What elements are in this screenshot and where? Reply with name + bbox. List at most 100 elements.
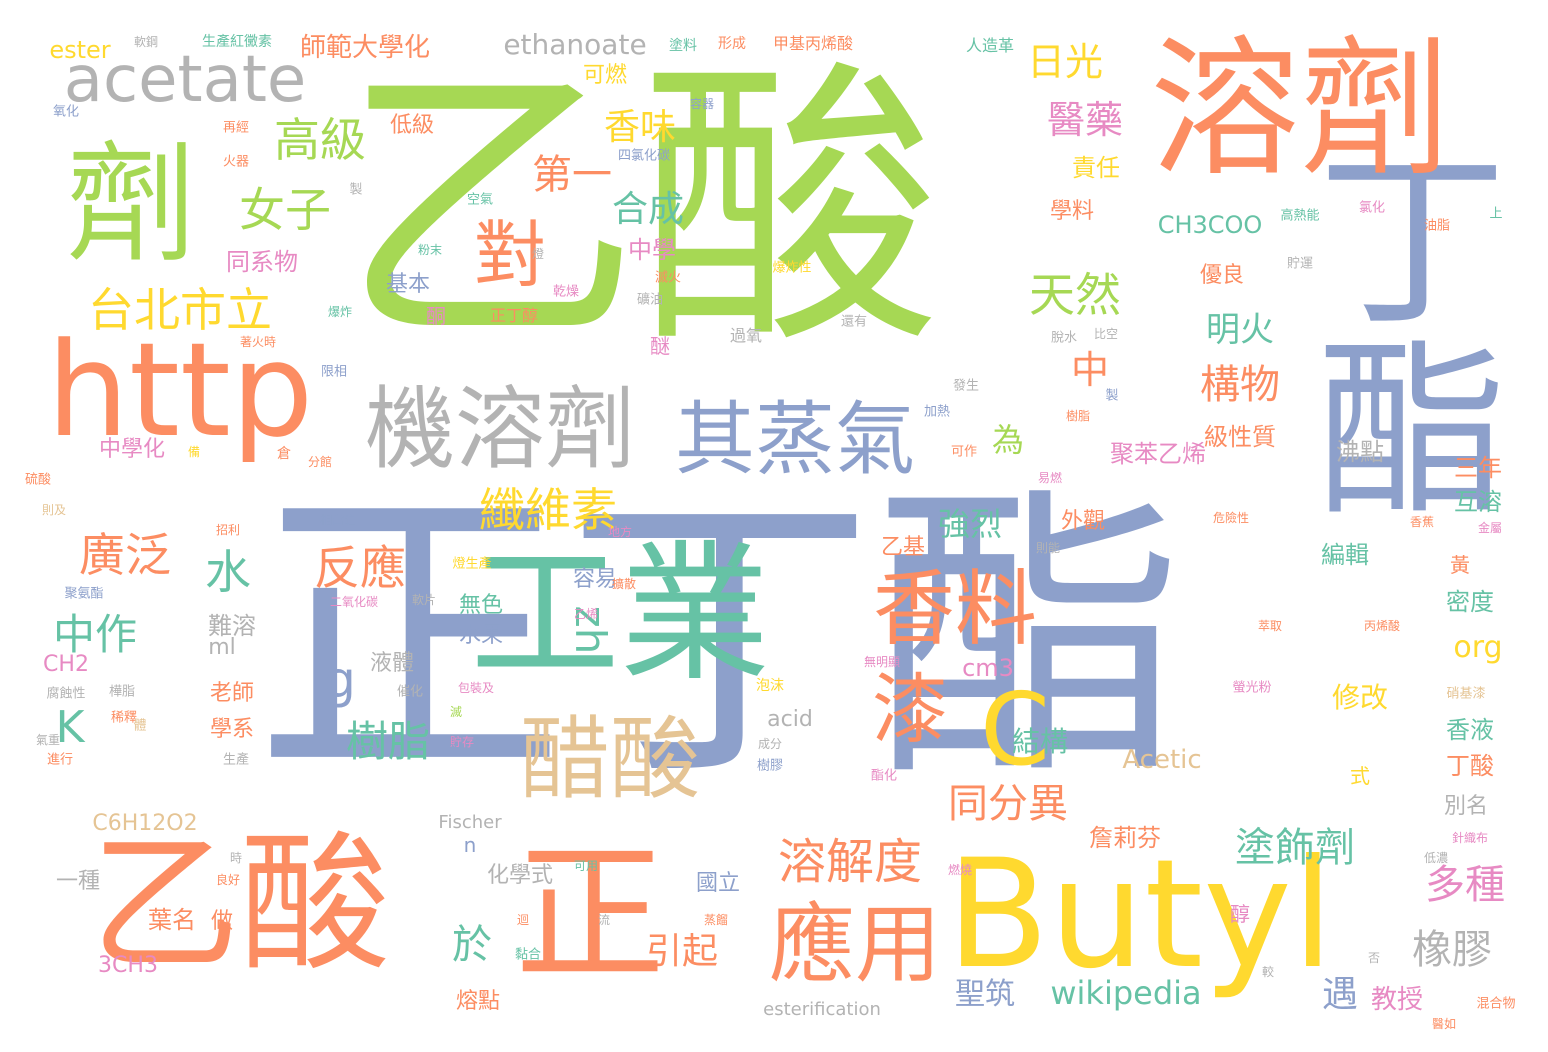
word: 爆炸 bbox=[327, 305, 353, 319]
word: 擴散 bbox=[611, 577, 637, 591]
word: 液體 bbox=[369, 651, 415, 676]
word: 丁酸 bbox=[1446, 752, 1494, 780]
word: 化學式 bbox=[486, 863, 554, 888]
word: zh bbox=[566, 605, 615, 655]
word: 可燃 bbox=[582, 63, 628, 88]
word: 責任 bbox=[1072, 154, 1120, 182]
word: 溶劑 bbox=[1149, 23, 1451, 197]
word: 國立 bbox=[695, 871, 741, 896]
word: 著火時 bbox=[239, 335, 277, 349]
word: 塗飾劑 bbox=[1235, 825, 1355, 871]
word: 難溶 bbox=[208, 612, 256, 640]
word: 氧化 bbox=[52, 104, 80, 120]
word: 同系物 bbox=[226, 248, 298, 276]
word: 甲基丙烯酸 bbox=[772, 34, 854, 53]
word: 3CH3 bbox=[98, 953, 158, 978]
word: 機溶劑 bbox=[365, 377, 635, 482]
word: 高熱能 bbox=[1280, 208, 1320, 224]
word: 則及 bbox=[41, 503, 67, 517]
word: 三年 bbox=[1454, 454, 1502, 482]
word: 廣泛 bbox=[79, 528, 171, 582]
word: 製 bbox=[1105, 388, 1119, 404]
word: 生產 bbox=[222, 752, 250, 768]
word: 貯運 bbox=[1286, 256, 1314, 272]
word: 聖筑 bbox=[955, 977, 1015, 1012]
word: esterification bbox=[763, 999, 881, 1020]
word: 樺脂 bbox=[108, 684, 136, 700]
word: 聚苯乙烯 bbox=[1110, 440, 1206, 468]
word: 燃燒 bbox=[947, 863, 973, 877]
word: 工業 bbox=[469, 528, 771, 702]
word: Fischer bbox=[438, 812, 502, 833]
word: 乾燥 bbox=[552, 284, 580, 300]
word: 二氧化碳 bbox=[329, 595, 379, 609]
word: 強烈 bbox=[937, 505, 1003, 543]
word: 老師 bbox=[209, 681, 255, 706]
word: 醫如 bbox=[1431, 1017, 1457, 1031]
word: 硝基漆 bbox=[1446, 686, 1486, 702]
word: 招利 bbox=[215, 523, 241, 537]
word: 燈 bbox=[531, 247, 545, 261]
word: 水 bbox=[205, 545, 251, 599]
word: 過氧 bbox=[729, 326, 763, 345]
word: 乙基 bbox=[880, 535, 926, 560]
word: wikipedia bbox=[1050, 974, 1202, 1012]
word: 樹膠 bbox=[756, 758, 784, 774]
word: ethanoate bbox=[503, 28, 647, 61]
word: 中學 bbox=[628, 236, 676, 264]
word: 油脂 bbox=[1423, 218, 1451, 234]
word: n bbox=[463, 833, 477, 857]
word: 學系 bbox=[209, 717, 255, 742]
word: 塗料 bbox=[669, 38, 697, 54]
word: 流 bbox=[597, 913, 611, 927]
word: 醫藥 bbox=[1046, 98, 1124, 142]
word: 劑 bbox=[44, 135, 196, 265]
word: ml bbox=[208, 635, 236, 660]
word: 硫酸 bbox=[24, 472, 52, 488]
word: Acetic bbox=[1122, 745, 1202, 775]
word: CH2 bbox=[43, 652, 89, 677]
word: C bbox=[980, 671, 1050, 788]
word: 還有 bbox=[840, 314, 868, 330]
word: cm3 bbox=[962, 654, 1014, 682]
word: 高級 bbox=[274, 113, 366, 167]
word: 時 bbox=[229, 851, 243, 865]
word: ester bbox=[49, 36, 111, 64]
word: 詹莉芬 bbox=[1089, 824, 1161, 852]
word: 粉末 bbox=[417, 243, 443, 257]
word: 第一 bbox=[532, 152, 612, 198]
word: 易燃 bbox=[1037, 471, 1063, 485]
word: 泡沫 bbox=[756, 678, 784, 694]
word: 別名 bbox=[1443, 794, 1489, 819]
word: 金屬 bbox=[1477, 521, 1503, 535]
word: http bbox=[46, 314, 314, 466]
word: 水果 bbox=[458, 623, 504, 648]
word: 生產紅黴素 bbox=[202, 34, 272, 50]
word: acid bbox=[767, 707, 813, 732]
word: 危險性 bbox=[1212, 511, 1250, 525]
word: 備 bbox=[187, 445, 201, 459]
word: 黃 bbox=[1450, 553, 1470, 577]
word: Butyl bbox=[946, 828, 1334, 1002]
word: 互溶 bbox=[1454, 488, 1502, 516]
word: 女子 bbox=[239, 183, 331, 237]
word: 修改 bbox=[1331, 681, 1389, 714]
word: 天然 bbox=[1029, 268, 1121, 322]
word: 人造革 bbox=[965, 36, 1015, 55]
word: 比空 bbox=[1093, 327, 1119, 341]
word: 編輯 bbox=[1321, 541, 1369, 569]
word: 礦油 bbox=[636, 292, 664, 308]
word: 酮 bbox=[426, 304, 446, 328]
word: CH3COO bbox=[1157, 211, 1263, 239]
word: C6H12O2 bbox=[92, 811, 198, 836]
word: 相當這 bbox=[319, 513, 357, 527]
word: 樹脂 bbox=[345, 717, 431, 766]
word: 發生 bbox=[952, 378, 980, 394]
word: 遇 bbox=[1321, 974, 1359, 1015]
word: 纖維素 bbox=[479, 483, 617, 537]
word: 多種 bbox=[1425, 862, 1505, 908]
word: 氯化 bbox=[1358, 200, 1386, 216]
word: 無明顯 bbox=[863, 655, 901, 669]
word: 良好 bbox=[215, 873, 241, 887]
word: 軟片 bbox=[411, 593, 437, 607]
